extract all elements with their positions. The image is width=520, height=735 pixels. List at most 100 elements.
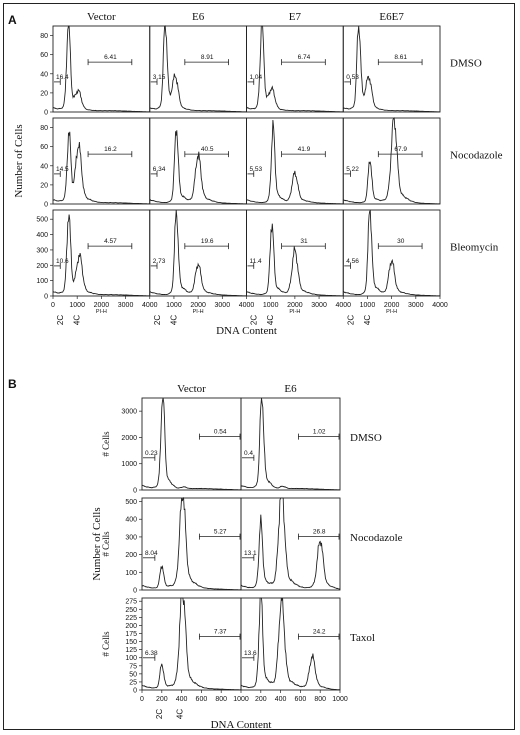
y-tick-label: 100	[36, 278, 48, 285]
polyploid-percent-label: 6.41	[104, 54, 117, 61]
histogram-trace	[52, 214, 150, 297]
sub-g1-percent-label: 11.4	[250, 258, 263, 265]
x-tick-label: 1000	[332, 696, 348, 703]
row-nocodazole: Nocodazole 0 100 200 300 400 500 # Cells 8.04 5.2…	[101, 496, 403, 595]
histogram-trace	[141, 496, 241, 591]
y-tick-label: 300	[36, 247, 48, 254]
y-tick-label: 0	[44, 294, 48, 301]
treatment-label: DMSO	[450, 57, 482, 69]
y-tick-label: 3000	[121, 409, 137, 416]
x-tick-label: 2000	[190, 302, 206, 309]
column-header: Vector	[87, 11, 116, 23]
y-tick-label: 200	[36, 263, 48, 270]
polyploid-percent-label: 5.27	[214, 529, 227, 536]
x-tick-label: 3000	[311, 302, 327, 309]
y-tick-label: 0	[44, 110, 48, 117]
cells-axis-label: # Cells	[101, 531, 111, 557]
x-axis: 0 200 400 600 800 1000 2C 4C 200 400 600 800 1000	[140, 690, 348, 719]
x-tick-label: 1000	[166, 302, 182, 309]
sub-g1-percent-label: 5.53	[250, 166, 263, 173]
histogram-trace	[149, 130, 247, 205]
histogram-vector-taxol: 6.38 7.37	[141, 597, 242, 691]
plot-frame	[246, 117, 344, 205]
polyploid-percent-label: 6.74	[298, 54, 311, 61]
treatment-label: Taxol	[350, 632, 375, 644]
column-header: E6E7	[379, 11, 404, 23]
x-tick-label: 0	[140, 696, 144, 703]
ploidy-marker-2c: 2C	[250, 315, 259, 325]
plot-frame	[240, 497, 341, 591]
histogram-vector-bleomycin: 10.6 4.57	[52, 209, 151, 297]
x-tick-label: 400	[176, 696, 188, 703]
y-tick-label: 75	[129, 663, 137, 670]
polyploid-percent-label: 67.9	[394, 146, 407, 153]
histogram-e6-nocodazole: 6.34 40.5	[149, 117, 247, 205]
panel-label: B	[8, 377, 17, 391]
polyploid-percent-label: 26.8	[313, 529, 326, 536]
sub-g1-percent-label: 13.1	[244, 550, 257, 557]
polyploid-percent-label: 4.57	[104, 238, 117, 245]
x-tick-label: 600	[196, 696, 208, 703]
polyploid-percent-label: 31	[300, 238, 308, 245]
x-tick-label: 3000	[215, 302, 231, 309]
polyploid-percent-label: 30	[397, 238, 405, 245]
plot-frame	[240, 597, 341, 691]
y-axis-label: Number of Cells	[91, 507, 103, 580]
sub-g1-percent-label: 6.34	[153, 166, 166, 173]
histogram-trace	[52, 131, 150, 205]
y-tick-label: 80	[40, 125, 48, 132]
histogram-e6-nocodazole: 13.1 26.8	[240, 497, 341, 591]
y-tick-label: 20	[40, 182, 48, 189]
x-tick-label: 2000	[94, 302, 110, 309]
x-sub-label: PI-H	[193, 309, 204, 315]
y-tick-label: 100	[125, 570, 137, 577]
plot-frame	[342, 117, 441, 205]
polyploid-percent-label: 16.2	[104, 146, 117, 153]
y-tick-label: 0	[133, 688, 137, 695]
y-tick-label: 0	[133, 588, 137, 595]
panel-label: A	[8, 13, 17, 27]
histogram-trace	[342, 25, 440, 113]
x-tick-label: 200	[255, 696, 267, 703]
ploidy-marker-2c: 2C	[56, 315, 65, 325]
x-sub-label: PI-H	[289, 309, 300, 315]
ploidy-marker-2c: 2C	[346, 315, 355, 325]
histogram-trace	[240, 597, 340, 691]
sub-g1-percent-label: 0.53	[346, 74, 359, 81]
plot-frame	[246, 209, 344, 297]
polyploid-percent-label: 0.54	[214, 429, 227, 436]
ploidy-marker-4c: 4C	[363, 315, 372, 325]
y-tick-label: 20	[40, 90, 48, 97]
histogram-e6-taxol: 13.6 24.2	[240, 597, 341, 691]
plot-frame	[342, 25, 441, 113]
y-tick-label: 200	[125, 552, 137, 559]
x-tick-label: 4000	[335, 302, 351, 309]
sub-g1-percent-label: 2.73	[153, 258, 166, 265]
plot-frame	[141, 597, 242, 691]
column-header: Vector	[177, 383, 206, 395]
sub-g1-percent-label: 13.6	[244, 650, 257, 657]
histogram-trace	[240, 497, 341, 590]
polyploid-percent-label: 19.6	[201, 238, 214, 245]
treatment-label: Bleomycin	[450, 241, 499, 253]
histogram-e6-dmso: 3.15 8.91	[149, 25, 247, 113]
y-tick-label: 0	[44, 202, 48, 209]
sub-g1-percent-label: 0.4	[244, 450, 253, 457]
x-tick-label: 1000	[360, 302, 376, 309]
y-tick-label: 125	[125, 647, 137, 654]
ploidy-marker-4c: 4C	[176, 709, 185, 719]
treatment-label: Nocodazole	[450, 149, 503, 161]
y-tick-label: 80	[40, 33, 48, 40]
sub-g1-percent-label: 6.38	[145, 650, 158, 657]
row-dmso: DMSO 0 20 40 60 80 16.4 6.41 3.15 8.91 1.04 6.74 0.5…	[40, 25, 482, 117]
histogram-e6e7-nocodazole: 5.22 67.9	[342, 117, 441, 205]
y-tick-label: 40	[40, 71, 48, 78]
column-header: E6	[192, 11, 205, 23]
histogram-vector-dmso: 16.4 6.41	[52, 25, 151, 113]
y-tick-label: 2000	[121, 435, 137, 442]
x-tick-label: 2000	[287, 302, 303, 309]
sub-g1-percent-label: 8.04	[145, 550, 158, 557]
y-tick-label: 0	[133, 488, 137, 495]
x-tick-label: 200	[156, 696, 168, 703]
